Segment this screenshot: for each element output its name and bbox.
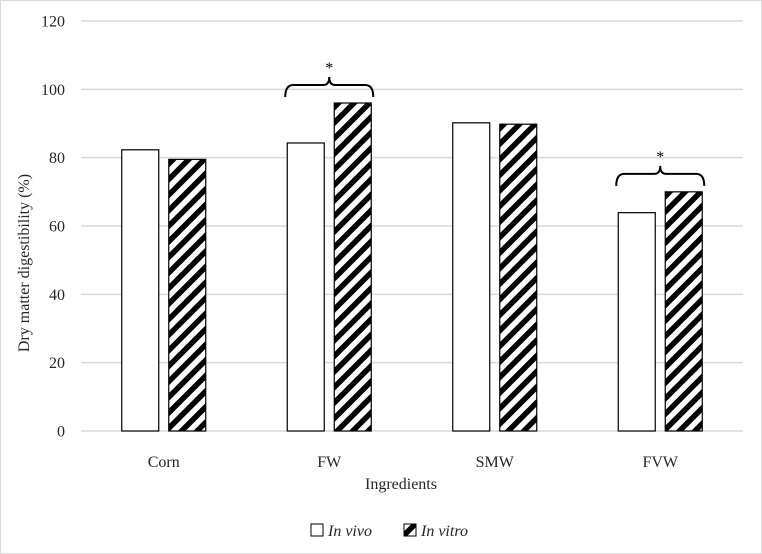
x-tick-label-smw: SMW [476,454,515,471]
legend-label-in-vitro: In vitro [420,523,468,540]
x-tick-labels: Corn FW SMW FVW [148,454,679,471]
y-tick-label-120: 120 [41,14,65,31]
x-axis-title: Ingredients [365,476,437,493]
y-tick-label-80: 80 [49,150,65,167]
x-tick-label-fvw: FVW [642,454,678,471]
significance-label-fw: * [325,60,333,77]
bar-smw-in-vivo [452,122,491,432]
legend: In vivo In vitro [310,523,468,540]
legend-swatch-in-vivo [310,523,324,537]
bar-smw-in-vitro [499,123,538,432]
x-tick-label-corn: Corn [148,454,180,471]
y-tick-label-60: 60 [49,219,65,236]
legend-swatch-in-vitro [403,523,417,537]
bar-corn-in-vitro [168,158,207,432]
y-tick-label-0: 0 [57,424,65,441]
bars [121,102,703,432]
legend-label-in-vivo: In vivo [327,523,372,540]
significance-bracket-fw [284,76,375,98]
bar-corn-in-vivo [121,149,160,432]
significance-bracket-fvw [615,165,706,186]
bar-fvw-in-vivo [617,212,656,432]
significance-brackets: ** [284,60,706,186]
y-tick-label-100: 100 [41,82,65,99]
bar-fvw-in-vitro [664,191,703,432]
x-tick-label-fw: FW [317,454,342,471]
y-tick-label-40: 40 [49,287,65,304]
y-tick-label-20: 20 [49,355,65,372]
bar-fw-in-vivo [286,142,325,432]
y-axis-title: Dry matter digestibility (%) [16,174,33,352]
significance-label-fvw: * [656,149,664,166]
bar-fw-in-vitro [333,102,372,432]
y-tick-labels: 0 20 40 60 80 100 120 [41,14,65,441]
